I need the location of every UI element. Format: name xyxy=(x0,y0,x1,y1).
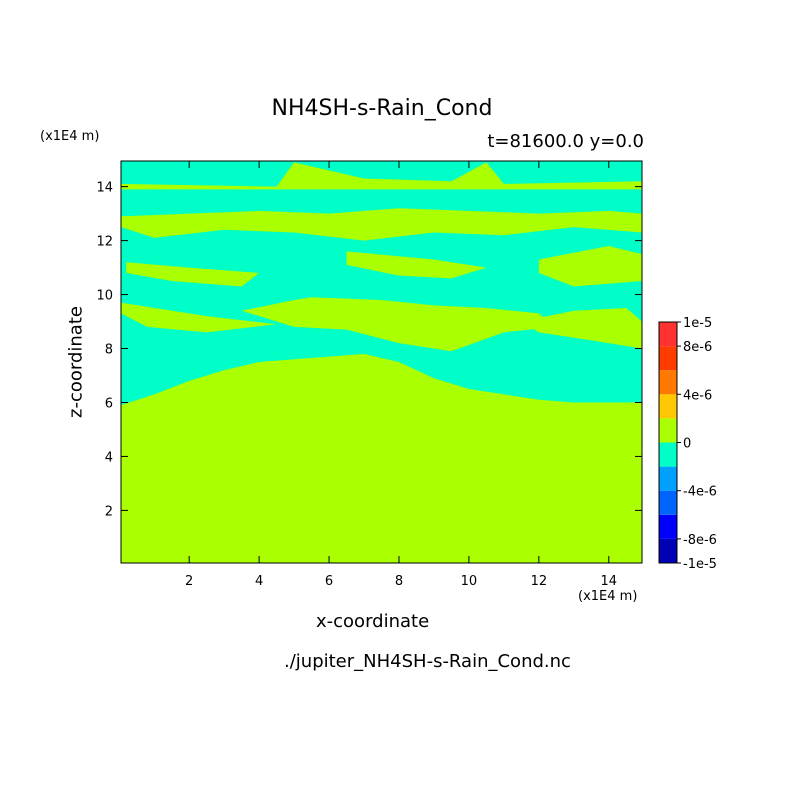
y-tick: 14 xyxy=(96,181,642,196)
x-tick: 4 xyxy=(255,161,263,589)
y-tick-label: 8 xyxy=(105,343,113,358)
colorbar: 1e-5 8e-6 4e-6 0 -4e-6 -8e-6 -1e-5 xyxy=(658,316,717,572)
x-axis-label: x-coordinate xyxy=(316,611,430,632)
positive-contour-region xyxy=(121,302,277,333)
y-tick-label: 10 xyxy=(96,289,113,304)
y-tick: 10 xyxy=(96,289,642,304)
y-tick-label: 6 xyxy=(105,396,113,411)
positive-contour-region xyxy=(241,297,557,352)
colorbar-tick-label: 4e-6 xyxy=(683,388,712,403)
colorbar-swatch xyxy=(659,322,677,347)
colorbar-swatch xyxy=(659,538,677,563)
x-tick: 2 xyxy=(185,161,193,589)
x-tick: 10 xyxy=(461,161,478,589)
colorbar-swatch xyxy=(659,370,677,395)
x-axis-unit: (x1E4 m) xyxy=(578,589,638,604)
positive-contour-region xyxy=(121,162,642,190)
colorbar-tick-label: 0 xyxy=(683,437,691,452)
colorbar-swatch xyxy=(659,418,677,443)
y-tick: 2 xyxy=(105,504,642,519)
plot-axes: 2 4 6 8 10 12 14 2 4 6 8 10 12 14 xyxy=(96,160,643,589)
plot-frame xyxy=(120,160,643,564)
x-tick: 8 xyxy=(395,161,403,589)
colorbar-tick-label: -1e-5 xyxy=(683,557,717,572)
y-tick: 12 xyxy=(96,235,642,250)
colorbar-swatch xyxy=(659,514,677,539)
colorbar-swatch xyxy=(659,442,677,467)
colorbar-tick-label: -8e-6 xyxy=(683,533,717,548)
x-tick-label: 6 xyxy=(325,574,333,589)
positive-contour-region xyxy=(346,251,487,279)
chart-subtitle: t=81600.0 y=0.0 xyxy=(487,131,644,152)
y-tick-label: 2 xyxy=(105,504,113,519)
positive-contour-region xyxy=(538,245,642,287)
x-tick: 14 xyxy=(601,161,618,589)
colorbar-swatch xyxy=(659,346,677,371)
x-tick-label: 4 xyxy=(255,574,263,589)
x-tick: 6 xyxy=(325,161,333,589)
chart-title: NH4SH-s-Rain_Cond xyxy=(271,96,493,121)
y-tick: 4 xyxy=(105,450,642,465)
y-tick: 8 xyxy=(105,343,642,358)
source-filename: ./jupiter_NH4SH-s-Rain_Cond.nc xyxy=(284,651,571,672)
x-tick-label: 14 xyxy=(601,574,618,589)
x-tick: 12 xyxy=(531,161,548,589)
y-axis-unit: (x1E4 m) xyxy=(40,129,100,144)
x-tick-label: 12 xyxy=(531,574,548,589)
positive-contour-region xyxy=(121,208,642,241)
y-tick-label: 14 xyxy=(96,181,113,196)
colorbar-swatch xyxy=(659,394,677,419)
y-tick-label: 12 xyxy=(96,235,113,250)
colorbar-swatch xyxy=(659,490,677,515)
colorbar-tick-label: 1e-5 xyxy=(683,316,712,331)
colorbar-tick-label: 8e-6 xyxy=(683,340,712,355)
plot-area xyxy=(121,161,642,563)
y-tick: 6 xyxy=(105,396,642,411)
colorbar-swatch xyxy=(659,466,677,491)
colorbar-tick-label: -4e-6 xyxy=(683,485,717,500)
y-tick-label: 4 xyxy=(105,450,113,465)
positive-contour-region xyxy=(521,308,642,349)
x-tick-label: 10 xyxy=(461,574,478,589)
positive-contour-region xyxy=(126,262,260,287)
x-tick-label: 8 xyxy=(395,574,403,589)
x-tick-label: 2 xyxy=(185,574,193,589)
